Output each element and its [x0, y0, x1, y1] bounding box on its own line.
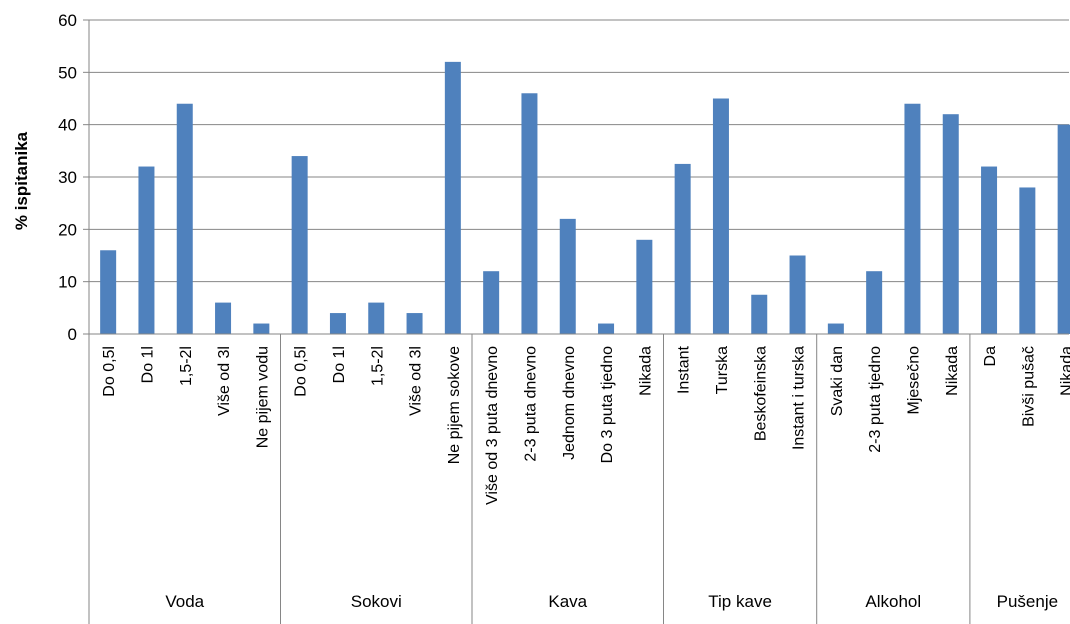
- category-label: 2-3 puta tjedno: [867, 346, 884, 453]
- bar: [559, 218, 576, 334]
- category-label: Više od 3l: [408, 346, 425, 416]
- category-label: Svaki dan: [829, 346, 846, 416]
- category-label: Ne pijem sokove: [446, 346, 463, 464]
- bar: [789, 255, 806, 334]
- bar: [215, 302, 232, 334]
- bar: [636, 239, 653, 334]
- bar: [866, 271, 883, 334]
- category-label: Instant: [676, 345, 693, 394]
- bar: [483, 271, 500, 334]
- y-tick-label: 60: [58, 11, 77, 30]
- bar: [1019, 187, 1036, 334]
- bar: [598, 323, 615, 334]
- bar: [138, 166, 155, 334]
- category-label: Bivši pušač: [1020, 346, 1037, 427]
- bar: [368, 302, 385, 334]
- y-tick-label: 20: [58, 220, 77, 239]
- category-label: Da: [982, 346, 999, 367]
- bar: [291, 156, 308, 334]
- group-label: Tip kave: [708, 592, 772, 611]
- bar: [521, 93, 538, 335]
- category-label: Do 1l: [139, 346, 156, 383]
- group-label: Voda: [165, 592, 204, 611]
- category-label: Više od 3 puta dnevno: [484, 346, 501, 505]
- category-label: Više od 3l: [216, 346, 233, 416]
- category-label: Nikada: [1059, 346, 1070, 396]
- bar: [100, 250, 117, 334]
- axes: [83, 19, 1069, 624]
- category-label: Turska: [714, 346, 731, 394]
- bar: [712, 98, 729, 334]
- labels: 0 10 20 30 40 50 60 Do 0,5l Do 1l 1,5-2l Više od 3…: [58, 11, 1070, 611]
- category-label: Nikada: [637, 346, 654, 396]
- category-label: Do 0,5l: [293, 346, 310, 397]
- category-label: 1,5-2l: [369, 346, 386, 386]
- bars: [100, 61, 1070, 335]
- bar: [444, 61, 461, 334]
- category-label: Instant i turska: [791, 346, 808, 450]
- y-tick-label: 40: [58, 116, 77, 135]
- category-label: Ne pijem vodu: [254, 346, 271, 448]
- bar: [406, 313, 423, 334]
- y-tick-label: 10: [58, 273, 77, 292]
- bar: [751, 294, 768, 334]
- y-tick-label: 50: [58, 63, 77, 82]
- bar: [674, 163, 691, 334]
- y-axis-label: % ispitanika: [12, 131, 31, 230]
- bar: [904, 103, 921, 334]
- bar: [176, 103, 193, 334]
- category-label: Do 3 puta tjedno: [599, 346, 616, 464]
- bar: [981, 166, 998, 334]
- category-label: 1,5-2l: [178, 346, 195, 386]
- category-label: Jednom dnevno: [561, 346, 578, 460]
- category-label: Mjesečno: [905, 346, 922, 415]
- category-label: 2-3 puta dnevno: [522, 346, 539, 462]
- bar: [253, 323, 270, 334]
- bar: [1057, 124, 1070, 335]
- bar: [827, 323, 844, 334]
- bar: [329, 313, 346, 334]
- category-label: Do 1l: [331, 346, 348, 383]
- group-label: Kava: [548, 592, 587, 611]
- y-tick-label: 0: [68, 325, 77, 344]
- group-label: Sokovi: [351, 592, 402, 611]
- group-label: Pušenje: [997, 592, 1058, 611]
- category-label: Beskofeinska: [752, 346, 769, 441]
- y-tick-label: 30: [58, 168, 77, 187]
- gridlines: [89, 19, 1069, 335]
- category-label: Do 0,5l: [101, 346, 118, 397]
- bar: [942, 114, 959, 334]
- category-label: Nikada: [944, 346, 961, 396]
- group-label: Alkohol: [865, 592, 921, 611]
